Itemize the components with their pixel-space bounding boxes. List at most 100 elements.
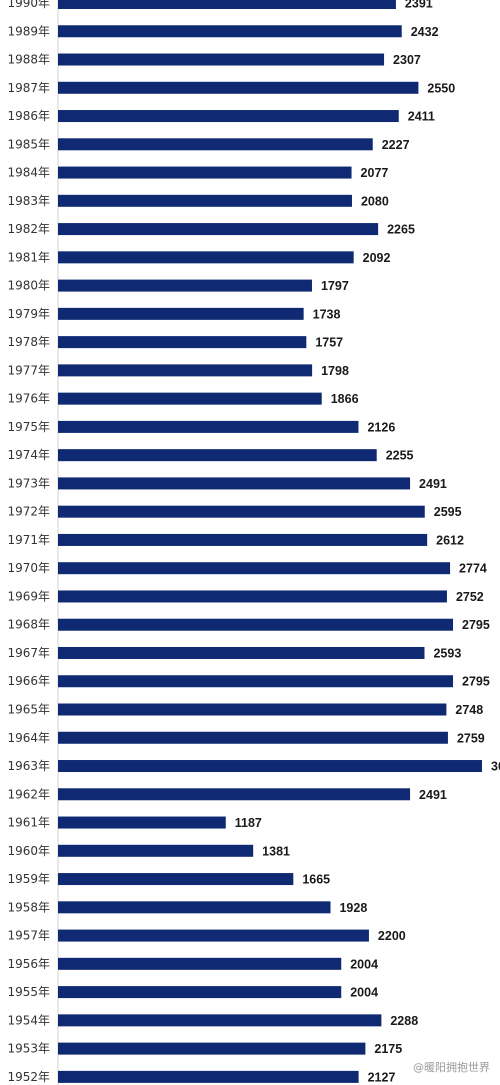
category-label: 1973年	[7, 476, 50, 490]
value-label: 2759	[457, 731, 485, 745]
value-label: 2175	[374, 1042, 402, 1056]
category-label: 1964年	[7, 731, 50, 745]
category-label: 1977年	[7, 363, 50, 377]
value-label: 2595	[434, 505, 462, 519]
category-label: 1971年	[7, 533, 50, 547]
value-label: 2752	[456, 590, 484, 604]
category-label: 1961年	[7, 816, 50, 830]
category-label: 1975年	[7, 420, 50, 434]
category-label: 1967年	[7, 646, 50, 660]
value-label: 2004	[350, 957, 378, 971]
bar	[58, 929, 369, 942]
value-label: 2411	[408, 110, 435, 124]
category-label: 1956年	[7, 957, 50, 971]
value-label: 2288	[390, 1014, 418, 1028]
bar	[58, 307, 304, 320]
category-label: 1969年	[7, 589, 50, 603]
value-label: 2550	[427, 81, 455, 95]
category-label: 1954年	[7, 1013, 50, 1027]
value-label: 2391	[405, 0, 433, 11]
value-label: 2227	[382, 138, 410, 152]
bar	[58, 81, 419, 94]
bar	[58, 986, 342, 999]
category-label: 1960年	[7, 844, 50, 858]
category-label: 1981年	[7, 250, 50, 264]
bar	[58, 25, 402, 38]
category-label: 1972年	[7, 505, 50, 519]
category-label: 1974年	[7, 448, 50, 462]
value-label: 2255	[386, 449, 414, 463]
bar	[58, 505, 425, 518]
category-label: 1982年	[7, 222, 50, 236]
value-label: 2748	[455, 703, 483, 717]
bar	[58, 1014, 382, 1027]
value-label: 2795	[462, 618, 490, 632]
value-label: 2092	[363, 251, 391, 265]
bar	[58, 223, 379, 236]
value-label: 1798	[321, 364, 349, 378]
bar	[58, 1042, 366, 1055]
category-label: 1953年	[7, 1042, 50, 1056]
category-label: 1978年	[7, 335, 50, 349]
value-label: 1187	[235, 816, 262, 830]
bar	[58, 957, 342, 970]
value-label: 2265	[387, 223, 415, 237]
bar	[58, 703, 447, 716]
bar	[58, 449, 377, 462]
category-label: 1979年	[7, 307, 50, 321]
value-label: 2004	[350, 986, 378, 1000]
bar	[58, 392, 322, 405]
category-label: 1983年	[7, 194, 50, 208]
category-label: 1959年	[7, 872, 50, 886]
bar	[58, 590, 447, 603]
bar	[58, 562, 451, 575]
bar	[58, 194, 352, 207]
value-label: 2491	[419, 477, 447, 491]
bar	[58, 844, 254, 857]
category-label: 1962年	[7, 787, 50, 801]
value-label: 2612	[436, 533, 464, 547]
category-label: 1963年	[7, 759, 50, 773]
value-label: 2126	[367, 420, 395, 434]
bar	[58, 420, 359, 433]
category-label: 1957年	[7, 929, 50, 943]
bar	[58, 0, 396, 9]
bar	[58, 618, 454, 631]
watermark: @暖阳拥抱世界	[413, 1061, 490, 1074]
bar	[58, 760, 482, 773]
value-label: 2307	[393, 53, 421, 67]
value-label: 1757	[315, 336, 343, 350]
category-label: 1984年	[7, 166, 50, 180]
value-label: 2593	[433, 646, 461, 660]
value-label: 2774	[459, 562, 487, 576]
bar	[58, 138, 373, 151]
value-label: 1866	[331, 392, 359, 406]
category-label: 1989年	[7, 24, 50, 38]
bar	[58, 53, 385, 66]
bar	[58, 336, 307, 349]
category-label: 1970年	[7, 561, 50, 575]
value-label: 1797	[321, 279, 349, 293]
bar	[58, 110, 399, 123]
bar	[58, 731, 448, 744]
bar	[58, 873, 294, 886]
category-label: 1958年	[7, 900, 50, 914]
bar	[58, 251, 354, 264]
category-label: 1955年	[7, 985, 50, 999]
category-label: 1966年	[7, 674, 50, 688]
category-label: 1985年	[7, 137, 50, 151]
bar	[58, 675, 454, 688]
value-label: 2200	[378, 929, 406, 943]
category-label: 1988年	[7, 53, 50, 67]
category-label: 1987年	[7, 81, 50, 95]
category-label: 1986年	[7, 109, 50, 123]
category-label: 1976年	[7, 392, 50, 406]
category-label: 1965年	[7, 703, 50, 717]
bar	[58, 646, 425, 659]
category-label: 1990年	[7, 0, 50, 10]
value-label: 1381	[262, 844, 290, 858]
bars-group: 1990年 2391 1989年 2432 1988年 2307 1987年 2550 1986…	[7, 0, 500, 1084]
bar	[58, 166, 352, 179]
bar	[58, 788, 411, 801]
